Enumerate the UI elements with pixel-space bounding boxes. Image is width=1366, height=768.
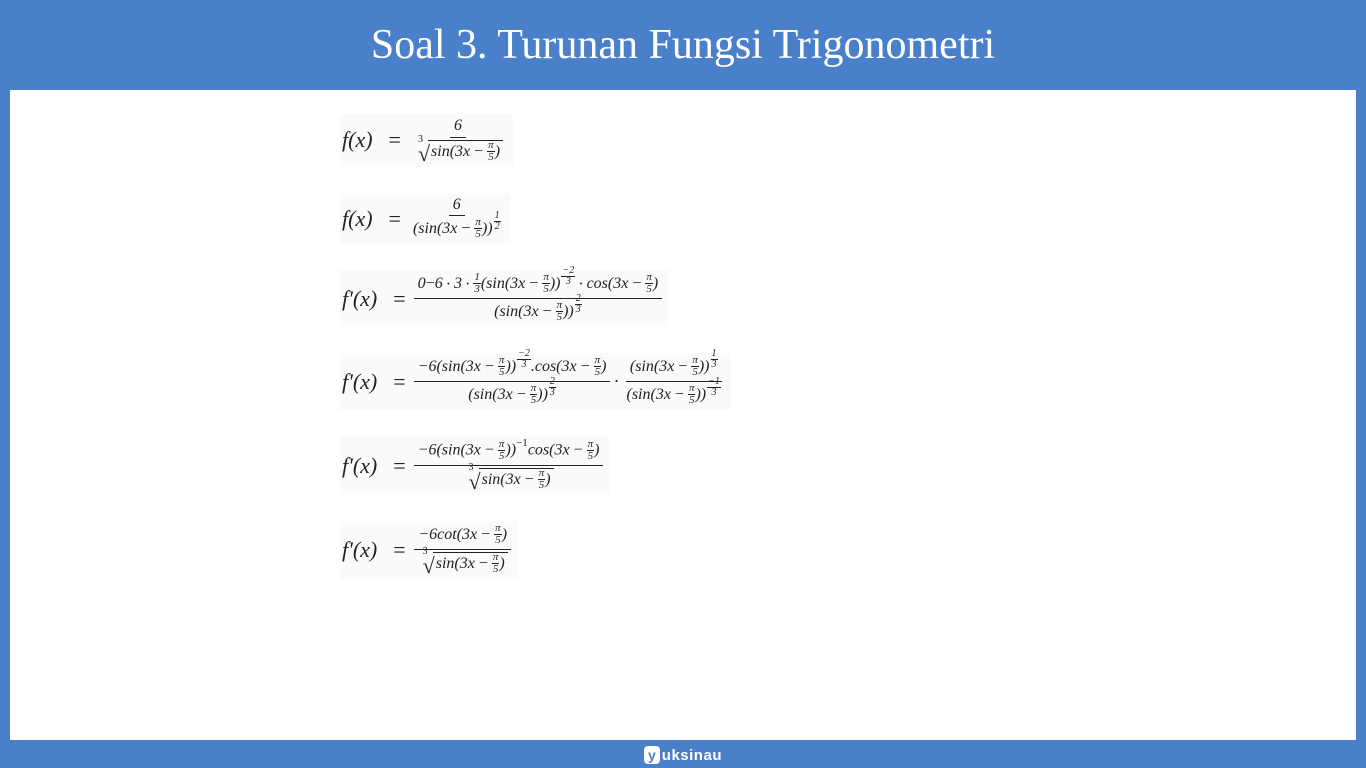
eq-lhs: f'(x) xyxy=(342,286,377,312)
fraction: 6 (sin(3x − π5))12 xyxy=(409,196,505,242)
fraction: (sin(3x − π5))13 (sin(3x − π5))−13 xyxy=(622,356,724,407)
equals-sign: = xyxy=(393,453,405,479)
denominator: 3 √ sin(3x − π5) xyxy=(414,550,512,576)
numerator: 0−6·3·13(sin(3x − π5))−23·cos(3x − π5) xyxy=(414,273,663,299)
cube-root: 3 √ sin(3x − π5) xyxy=(464,468,554,492)
denominator: (sin(3x − π5))23 xyxy=(464,382,560,407)
numerator: −6(sin(3x − π5))−23.cos(3x − π5) xyxy=(414,356,611,382)
eq-lhs: f'(x) xyxy=(342,537,377,563)
numerator: 6 xyxy=(449,196,465,217)
logo-text: uksinau xyxy=(662,747,722,764)
equation-line-3: f'(x) = 0−6·3·13(sin(3x − π5))−23·cos(3x… xyxy=(340,270,668,327)
equation-line-5: f'(x) = −6(sin(3x − π5))−1cos(3x − π5) 3… xyxy=(340,436,609,494)
equals-sign: = xyxy=(393,537,405,563)
denominator: 3 √ sin(3x − π5) xyxy=(460,466,558,492)
header: Soal 3. Turunan Fungsi Trigonometri xyxy=(0,0,1366,90)
fraction: 0−6·3·13(sin(3x − π5))−23·cos(3x − π5) (… xyxy=(414,273,663,324)
equals-sign: = xyxy=(389,206,401,232)
denominator: (sin(3x − π5))12 xyxy=(409,216,505,241)
equation-list: f(x) = 6 3 √ sin(3x − π5) f(x) = 6 xyxy=(340,114,731,579)
eq-lhs: f(x) xyxy=(342,127,373,153)
eq-lhs: f(x) xyxy=(342,206,373,232)
equation-line-1: f(x) = 6 3 √ sin(3x − π5) xyxy=(340,114,513,167)
fraction: −6(sin(3x − π5))−23.cos(3x − π5) (sin(3x… xyxy=(414,356,611,407)
equation-line-6: f'(x) = −6cot(3x − π5) 3 √ sin(3x − π5) xyxy=(340,521,518,579)
fraction: 6 3 √ sin(3x − π5) xyxy=(409,117,507,164)
cube-root: 3 √ sin(3x − π5) xyxy=(418,552,508,576)
fraction: −6(sin(3x − π5))−1cos(3x − π5) 3 √ sin(3… xyxy=(414,439,604,491)
mult-dot: · xyxy=(613,371,619,392)
equation-line-2: f(x) = 6 (sin(3x − π5))12 xyxy=(340,193,511,245)
equals-sign: = xyxy=(393,369,405,395)
equals-sign: = xyxy=(389,127,401,153)
page-title: Soal 3. Turunan Fungsi Trigonometri xyxy=(371,21,995,69)
equals-sign: = xyxy=(393,286,405,312)
logo-badge-icon: y xyxy=(644,746,660,764)
equation-line-4: f'(x) = −6(sin(3x − π5))−23.cos(3x − π5)… xyxy=(340,353,731,410)
footer: y uksinau xyxy=(0,746,1366,764)
cube-root: 3 √ sin(3x − π5) xyxy=(413,140,503,164)
denominator: (sin(3x − π5))23 xyxy=(490,299,586,324)
numerator: 6 xyxy=(450,117,466,138)
numerator: −6(sin(3x − π5))−1cos(3x − π5) xyxy=(414,439,604,465)
numerator: −6cot(3x − π5) xyxy=(414,524,511,550)
eq-lhs: f'(x) xyxy=(342,453,377,479)
denominator: 3 √ sin(3x − π5) xyxy=(409,138,507,164)
denominator: (sin(3x − π5))−13 xyxy=(622,382,724,407)
content-panel: f(x) = 6 3 √ sin(3x − π5) f(x) = 6 xyxy=(10,90,1356,740)
eq-lhs: f'(x) xyxy=(342,369,377,395)
fraction: −6cot(3x − π5) 3 √ sin(3x − π5) xyxy=(414,524,512,576)
